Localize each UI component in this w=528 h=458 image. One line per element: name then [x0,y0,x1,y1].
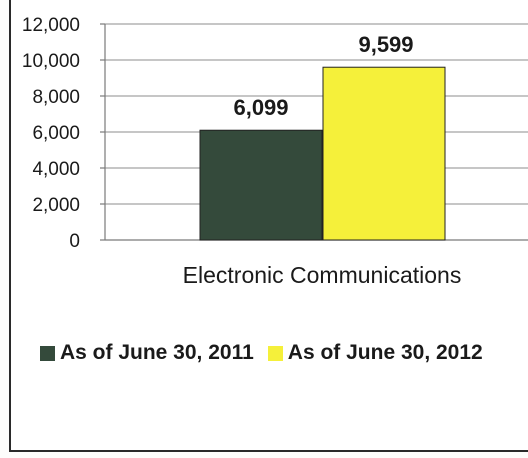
legend-label-2012: As of June 30, 2012 [287,341,483,364]
bar-2012 [322,66,446,241]
y-tick-label: 4,000 [32,159,80,180]
y-tick-label: 10,000 [22,51,80,72]
data-label-2011: 6,099 [233,95,288,120]
category-label: Electronic Communications [183,262,462,288]
y-tick-label: 8,000 [32,87,80,108]
legend-label-2011: As of June 30, 2011 [60,341,254,364]
chart-legend: As of June 30, 2011 As of June 30, 2012 [40,341,497,365]
y-tick-label: 12,000 [22,15,80,36]
legend-item-2011: As of June 30, 2011 [40,341,254,365]
bar-2011 [199,129,323,241]
data-label-2012: 9,599 [358,32,413,57]
y-tick-label: 2,000 [32,195,80,216]
legend-swatch-2011 [40,345,55,361]
y-tick-label: 0 [69,231,80,252]
y-tick-label: 6,000 [32,123,80,144]
legend-swatch-2012 [267,345,283,361]
legend-item-2012: As of June 30, 2012 [267,341,483,365]
